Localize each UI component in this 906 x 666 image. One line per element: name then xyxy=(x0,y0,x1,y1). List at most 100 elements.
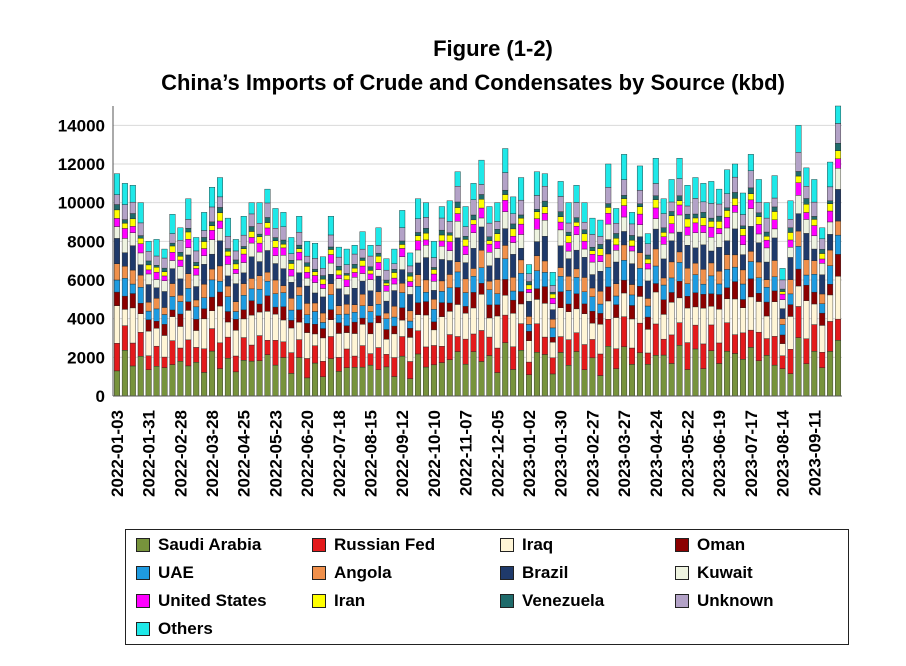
bar-segment xyxy=(518,259,525,274)
bar-stack xyxy=(724,169,731,397)
bar-stack xyxy=(327,215,334,397)
bar-segment xyxy=(137,202,144,224)
bar-segment xyxy=(343,273,350,276)
bar-segment xyxy=(169,242,176,247)
chart-subtitle: China’s Imports of Crude and Condensates… xyxy=(161,70,785,95)
bar-segment xyxy=(264,227,271,236)
bar-segment xyxy=(581,248,588,258)
bar-segment xyxy=(327,358,334,397)
bar-segment xyxy=(399,292,406,308)
bar-segment xyxy=(779,288,786,292)
bar-segment xyxy=(113,209,120,219)
bar-segment xyxy=(644,243,651,256)
bar-segment xyxy=(121,183,128,205)
bar-segment xyxy=(819,263,826,275)
bar-segment xyxy=(304,272,311,279)
bar-segment xyxy=(565,222,572,233)
bar-segment xyxy=(724,351,731,397)
bar-segment xyxy=(240,234,247,247)
bar-segment xyxy=(470,307,477,335)
bar-segment xyxy=(819,325,826,353)
bar-segment xyxy=(240,215,247,236)
bar-segment xyxy=(510,228,517,237)
bar-segment xyxy=(692,262,699,275)
bar-segment xyxy=(343,325,350,333)
bar-segment xyxy=(811,303,818,325)
bar-segment xyxy=(201,230,208,238)
bar-segment xyxy=(795,152,802,172)
bar-segment xyxy=(811,351,818,397)
bar-segment xyxy=(193,347,200,363)
bar-segment xyxy=(676,195,683,201)
bar-segment xyxy=(811,260,818,275)
bar-stack xyxy=(541,173,548,397)
bar-segment xyxy=(668,261,675,279)
bar-segment xyxy=(423,292,429,302)
bar-segment xyxy=(478,199,485,209)
bar-segment xyxy=(113,343,120,372)
bar-segment xyxy=(399,336,406,357)
bar-segment xyxy=(827,210,834,223)
bar-segment xyxy=(526,284,532,290)
legend-label: Russian Fed xyxy=(334,535,436,554)
bar-segment xyxy=(636,224,643,237)
bar-segment xyxy=(573,202,580,218)
bar-segment xyxy=(454,237,461,262)
bar-segment xyxy=(193,319,200,331)
bar-segment xyxy=(573,293,580,310)
bar-stack xyxy=(145,241,152,397)
bar-segment xyxy=(819,367,826,397)
bar-segment xyxy=(272,208,279,229)
bar-segment xyxy=(232,239,239,252)
bar-segment xyxy=(137,313,144,333)
bar-segment xyxy=(185,219,192,229)
bar-segment xyxy=(304,266,311,273)
x-tick-label: 2023-05-22 xyxy=(678,410,697,497)
bar-segment xyxy=(763,231,770,237)
bar-segment xyxy=(296,321,303,340)
legend-item: Kuwait xyxy=(675,562,753,584)
bar-stack xyxy=(359,231,366,397)
bar-segment xyxy=(454,186,461,203)
bar-segment xyxy=(113,226,120,239)
bar-segment xyxy=(288,373,295,397)
bar-segment xyxy=(430,257,437,268)
bar-segment xyxy=(129,269,136,285)
bar-segment xyxy=(502,172,509,191)
bar-segment xyxy=(201,237,208,242)
bar-segment xyxy=(827,284,834,296)
bar-segment xyxy=(621,244,628,261)
x-tick-label: 2023-04-24 xyxy=(647,409,666,497)
bar-segment xyxy=(486,355,493,397)
bar-segment xyxy=(819,258,826,264)
legend-item: Venezuela xyxy=(500,590,604,612)
bar-segment xyxy=(533,255,540,271)
bar-segment xyxy=(597,236,604,245)
bar-segment xyxy=(193,268,200,276)
bar-stack xyxy=(494,202,501,397)
bar-segment xyxy=(573,217,580,223)
bar-segment xyxy=(700,201,707,213)
bar-segment xyxy=(224,255,231,265)
bar-segment xyxy=(486,243,493,253)
bar-segment xyxy=(320,275,326,280)
bar-segment xyxy=(430,309,437,323)
bar-segment xyxy=(121,350,128,397)
bar-segment xyxy=(803,212,810,220)
x-tick-label: 2023-09-11 xyxy=(805,410,824,496)
bar-segment xyxy=(177,301,184,315)
bar-segment xyxy=(153,255,160,266)
bar-segment xyxy=(827,221,834,235)
bar-segment xyxy=(533,288,540,300)
bar-segment xyxy=(716,203,723,217)
legend-item: Others xyxy=(136,618,213,640)
bar-segment xyxy=(644,268,651,282)
bar-segment xyxy=(264,188,271,204)
bar-segment xyxy=(272,293,279,308)
bar-segment xyxy=(660,354,667,397)
bar-segment xyxy=(763,286,770,303)
bar-segment xyxy=(470,183,477,200)
bar-segment xyxy=(320,288,326,298)
bar-stack xyxy=(304,241,311,397)
bar-segment xyxy=(351,267,358,273)
